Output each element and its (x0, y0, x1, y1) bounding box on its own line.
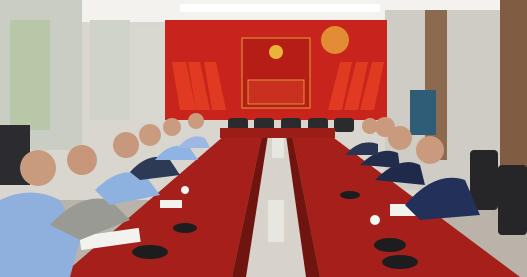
chair (334, 118, 354, 132)
microphone (382, 255, 418, 269)
emblem (269, 45, 283, 59)
head (362, 118, 378, 134)
microphone (132, 245, 168, 259)
microphone (340, 191, 360, 199)
head (375, 117, 395, 137)
cup (181, 186, 189, 194)
head (67, 145, 97, 175)
head (139, 124, 161, 146)
window (90, 20, 130, 120)
pillar (135, 28, 165, 123)
cup (370, 215, 380, 225)
text-plaque (248, 80, 304, 104)
table-back (220, 128, 335, 138)
head (416, 136, 444, 164)
microphone (374, 238, 406, 252)
chair (498, 165, 527, 235)
cabinet (410, 90, 436, 135)
chair (470, 150, 498, 210)
head (113, 132, 139, 158)
head (188, 113, 204, 129)
microphone (173, 223, 197, 233)
vase (272, 138, 284, 158)
paper (160, 200, 182, 208)
window (10, 20, 50, 130)
page (0, 0, 527, 277)
ceiling-light (180, 4, 380, 12)
vase (268, 200, 284, 242)
emblem (321, 26, 349, 54)
head (20, 150, 56, 186)
head (163, 118, 181, 136)
meeting-room-photo (0, 0, 527, 277)
